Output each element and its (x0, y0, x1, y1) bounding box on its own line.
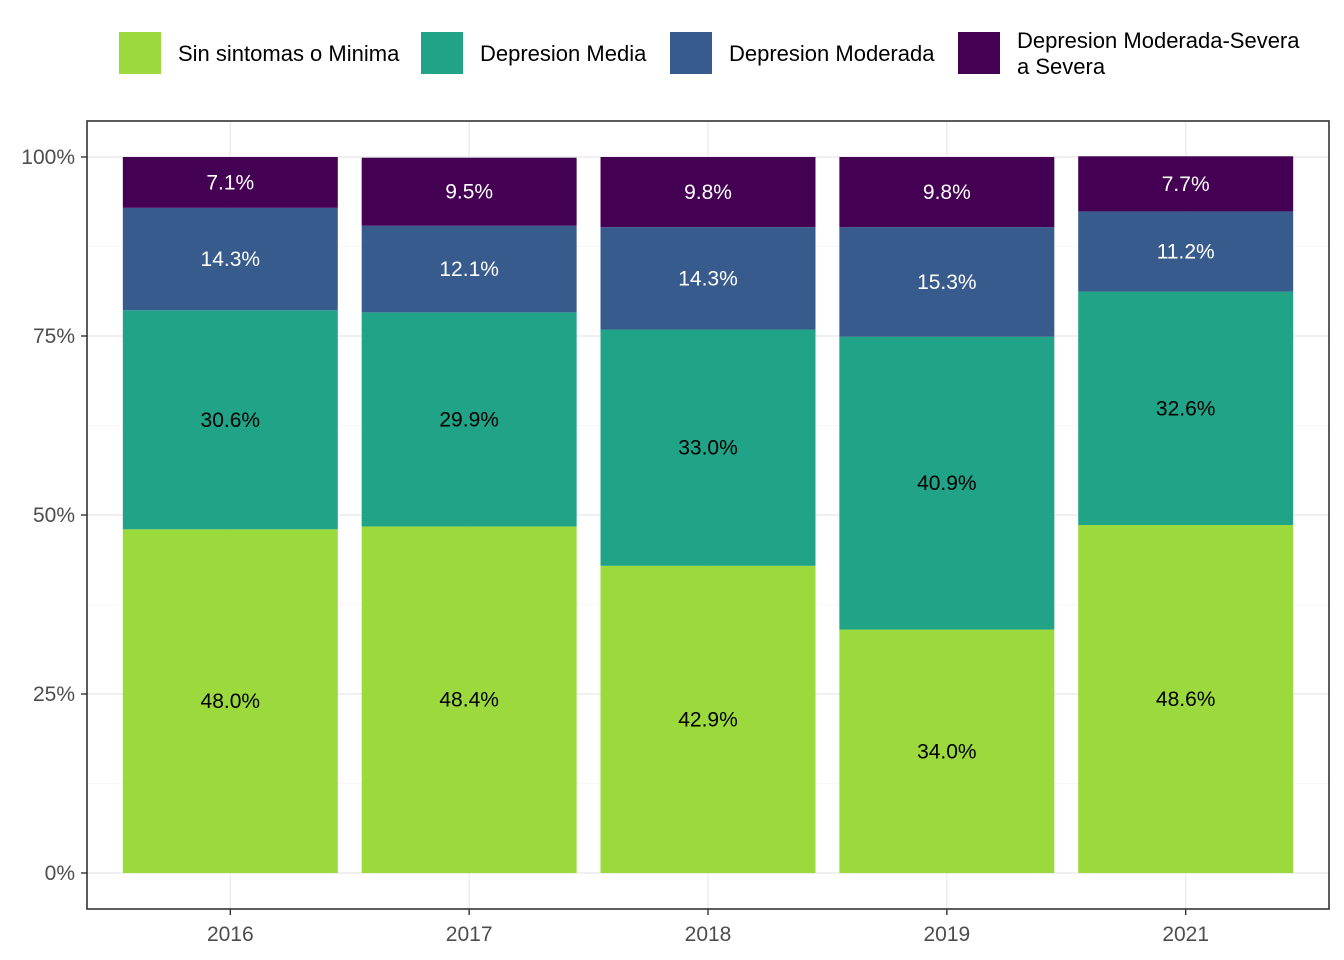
legend-key (421, 32, 463, 74)
y-axis: 0% 25% 50% 75% 100% (21, 146, 87, 885)
bar-segment (1078, 156, 1294, 212)
data-label: 14.3% (678, 267, 738, 290)
legend-key (958, 32, 1000, 74)
bar-segment (122, 207, 338, 311)
data-labels: 48.0% 30.6% 14.3% 7.1% 48.4% 29.9% 12.1% 9.5% 42… (201, 171, 1216, 763)
data-label: 29.9% (439, 408, 499, 431)
y-tick-label: 100% (21, 146, 75, 169)
data-label: 15.3% (917, 271, 977, 294)
data-label: 30.6% (201, 409, 261, 432)
data-label: 42.9% (678, 708, 738, 731)
data-label: 9.8% (684, 181, 732, 204)
legend: Sin sintomas o Minima Depresion Media Depr… (119, 28, 1300, 79)
bar-2016 (122, 157, 338, 873)
data-label: 9.8% (923, 181, 971, 204)
bar-segment (122, 310, 338, 530)
bar-segment (361, 312, 577, 527)
y-tick-label: 25% (33, 683, 75, 706)
bar-2017 (361, 157, 577, 873)
x-axis: 2016 2017 2018 2019 2021 (207, 909, 1209, 946)
legend-label: Sin sintomas o Minima (178, 41, 400, 66)
bar-segment (361, 157, 577, 226)
x-tick-label: 2018 (685, 923, 732, 946)
y-tick-label: 0% (45, 862, 75, 885)
data-label: 14.3% (201, 248, 261, 271)
bar-segment (600, 227, 816, 330)
x-tick-label: 2017 (446, 923, 493, 946)
legend-key (119, 32, 161, 74)
data-label: 7.1% (206, 171, 254, 194)
bar-segment (600, 329, 816, 566)
bar-2021 (1078, 156, 1294, 873)
x-tick-label: 2016 (207, 923, 254, 946)
data-label: 33.0% (678, 437, 738, 460)
bar-segment (839, 227, 1055, 337)
data-label: 48.0% (201, 690, 261, 713)
legend-item: Depresion Moderada (670, 32, 935, 74)
bar-segment (839, 157, 1055, 228)
legend-item: Depresion Media (421, 32, 647, 74)
legend-item: Depresion Moderada-Severa a Severa (958, 28, 1300, 79)
bar-segment (122, 157, 338, 208)
data-label: 11.2% (1157, 241, 1215, 264)
bar-segment (600, 565, 816, 873)
data-label: 12.1% (439, 258, 499, 281)
legend-label: Depresion Moderada-Severa a Severa (1017, 28, 1300, 79)
bar-2018 (600, 157, 816, 873)
x-tick-label: 2021 (1162, 923, 1209, 946)
data-label: 9.5% (445, 181, 493, 204)
data-label: 40.9% (917, 472, 977, 495)
bar-segment (600, 157, 816, 228)
data-label: 7.7% (1162, 173, 1210, 196)
data-label: 32.6% (1156, 397, 1216, 420)
bars (122, 156, 1294, 873)
bar-segment (839, 629, 1055, 873)
bar-2019 (839, 157, 1055, 873)
legend-label: Depresion Moderada (729, 41, 935, 66)
bar-segment (1078, 211, 1294, 292)
bar-segment (361, 225, 577, 313)
x-tick-label: 2019 (923, 923, 970, 946)
legend-key (670, 32, 712, 74)
data-label: 48.6% (1156, 688, 1216, 711)
legend-item: Sin sintomas o Minima (119, 32, 400, 74)
bar-segment (1078, 525, 1294, 873)
legend-label: Depresion Media (480, 41, 647, 66)
bar-segment (361, 526, 577, 873)
data-label: 48.4% (439, 689, 499, 712)
plot-area: 48.0% 30.6% 14.3% 7.1% 48.4% 29.9% 12.1% 9.5% 42… (86, 120, 1330, 910)
y-tick-label: 50% (33, 504, 75, 527)
bar-segment (1078, 291, 1294, 526)
bar-segment (839, 336, 1055, 630)
data-label: 34.0% (917, 740, 977, 763)
y-tick-label: 75% (33, 325, 75, 348)
bar-segment (122, 529, 338, 873)
